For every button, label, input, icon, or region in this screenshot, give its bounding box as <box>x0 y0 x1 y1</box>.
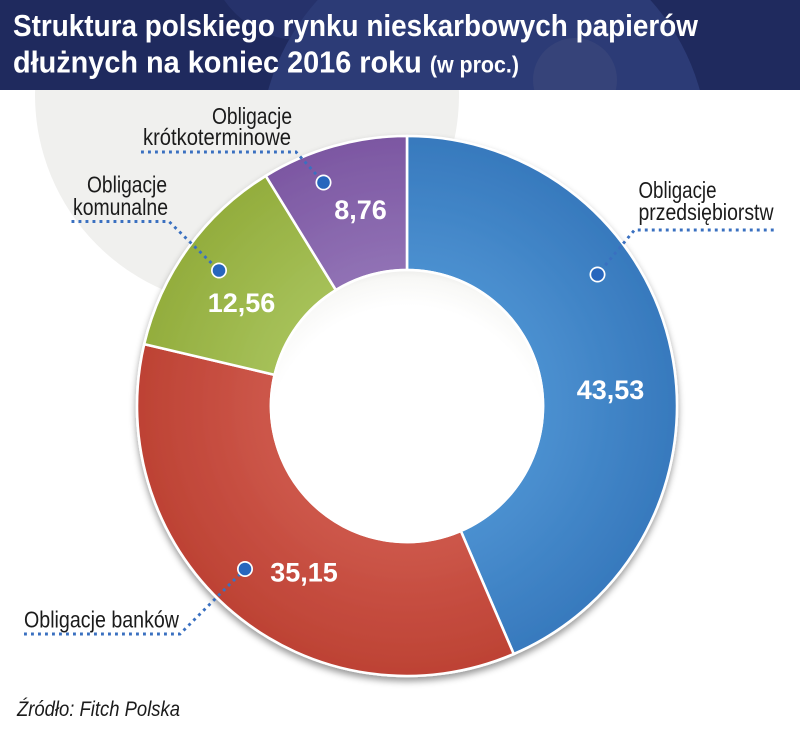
svg-text:8,76: 8,76 <box>334 195 387 225</box>
svg-text:dłużnych na koniec 2016 roku (: dłużnych na koniec 2016 roku (w proc.) <box>13 45 519 80</box>
svg-text:35,15: 35,15 <box>270 558 338 588</box>
svg-text:przedsiębiorstw: przedsiębiorstw <box>639 199 774 225</box>
svg-text:Obligacje banków: Obligacje banków <box>24 607 179 633</box>
svg-text:12,56: 12,56 <box>208 288 276 318</box>
svg-text:Obligacje: Obligacje <box>212 103 292 129</box>
svg-text:komunalne: komunalne <box>73 194 168 220</box>
svg-text:krótkoterminowe: krótkoterminowe <box>143 124 291 150</box>
svg-text:Struktura polskiego rynku nies: Struktura polskiego rynku nieskarbowych … <box>13 8 699 43</box>
svg-text:Źródło: Fitch Polska: Źródło: Fitch Polska <box>16 696 180 721</box>
svg-text:Obligacje: Obligacje <box>639 177 717 203</box>
svg-text:Obligacje: Obligacje <box>87 172 167 198</box>
svg-text:43,53: 43,53 <box>577 375 645 405</box>
